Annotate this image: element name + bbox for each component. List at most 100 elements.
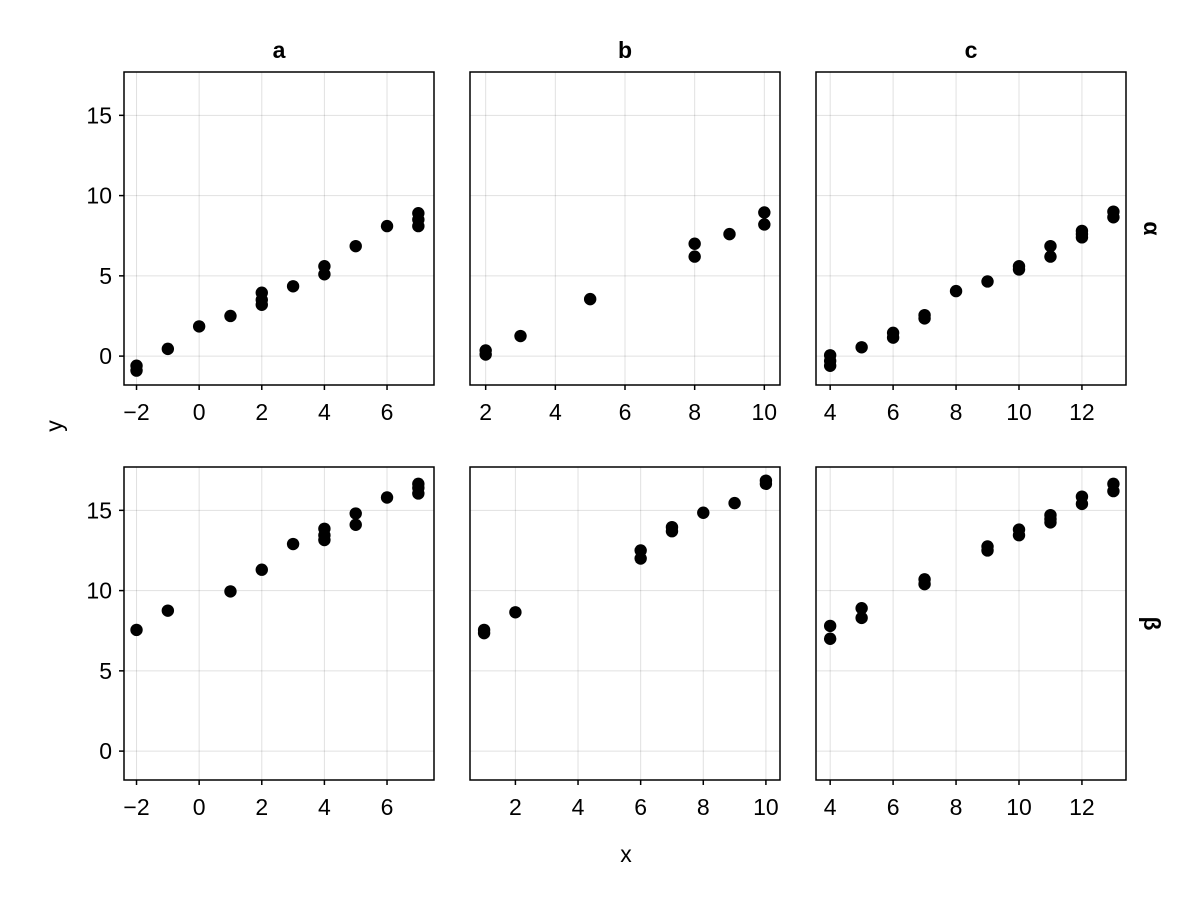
scatter-point [286,280,300,293]
scatter-point [823,619,837,633]
panel-0-1: 2 4 6 8 10 b [469,37,781,425]
x-tick-label: 6 [381,399,394,425]
scatter-point [918,308,931,322]
x-tick-label: 10 [753,794,779,820]
x-tick-label: 6 [381,794,394,820]
scatter-point [981,540,994,553]
x-tick-label: 4 [549,399,562,425]
scatter-point [886,326,900,340]
scatter-point [634,544,647,557]
x-axis-title: x [620,841,632,867]
panel-1-0: −2 0 2 4 6 0 5 10 15 [86,466,435,820]
panel-frame [815,466,1127,781]
y-tick-label: 5 [99,263,112,289]
panel-frame [815,71,1127,386]
x-tick-label: 4 [572,794,585,820]
scatter-point [161,342,175,356]
y-tick-label: 0 [99,343,112,369]
scatter-point [380,491,394,504]
scatter-point [1012,523,1026,536]
scatter-point [758,206,771,219]
x-tick-label: −2 [123,399,149,425]
scatter-point [255,563,268,576]
x-tick-label: 2 [479,399,492,425]
x-tick-label: 6 [619,399,632,425]
y-tick-label: 0 [99,738,112,764]
scatter-point [192,320,206,333]
scatter-point [224,309,237,323]
panel-1-2: 4 6 8 10 12 β [815,466,1165,820]
scatter-point [349,507,362,520]
scatter-point [1107,477,1120,491]
x-tick-label: 12 [1069,399,1095,425]
scatter-point [1012,260,1026,273]
x-tick-label: 8 [688,399,701,425]
y-axis-title: y [41,420,67,432]
x-tick-label: 0 [193,399,206,425]
x-tick-label: 4 [824,794,837,820]
scatter-point [286,537,300,551]
scatter-point [255,286,268,299]
scatter-point [697,506,710,519]
y-tick-label: 5 [99,658,112,684]
x-tick-label: −2 [123,794,149,820]
panel-1-1: 2 4 6 8 10 [469,466,781,820]
column-title-c: c [965,37,978,63]
row-title-0: α [1139,221,1165,235]
x-tick-label: 0 [193,794,206,820]
y-tick-label: 10 [86,578,112,604]
panel-frame [123,466,435,781]
scatter-point [918,573,931,586]
scatter-point [349,518,362,531]
scatter-point [318,522,331,535]
scatter-point [728,496,741,510]
scatter-point [855,341,868,354]
scatter-point [688,250,701,263]
scatter-point [823,632,837,645]
x-tick-label: 6 [887,794,900,820]
x-tick-label: 4 [318,399,331,425]
scatter-point [130,623,143,637]
scatter-point [479,344,492,357]
scatter-point [758,218,771,231]
x-tick-label: 2 [509,794,522,820]
panel-frame [123,71,435,386]
scatter-point [412,477,425,491]
scatter-point [1107,205,1120,218]
scatter-point [130,364,143,377]
column-title-b: b [618,37,632,63]
x-tick-label: 2 [255,794,268,820]
scatter-point [380,219,394,233]
x-tick-label: 8 [950,399,963,425]
x-tick-label: 12 [1069,794,1095,820]
scatter-point [318,260,331,273]
x-tick-label: 6 [887,399,900,425]
scatter-point [161,604,175,617]
scatter-point [981,275,994,288]
x-tick-label: 2 [255,399,268,425]
x-tick-label: 10 [1006,399,1032,425]
scatter-point [665,520,679,534]
scatter-point [1044,250,1057,263]
scatter-point [412,207,425,220]
panel-0-2: 4 6 8 10 12 c α [815,37,1165,425]
row-title-1: β [1139,616,1165,630]
scatter-point [1044,508,1057,522]
scatter-point [509,606,522,619]
scatter-point [224,585,237,598]
scatter-point [688,237,701,250]
scatter-point [349,239,362,253]
scatter-point [823,349,837,362]
scatter-point [1075,490,1089,503]
column-title-a: a [273,37,286,63]
scatter-point [1075,224,1089,238]
y-tick-label: 15 [86,497,112,523]
x-tick-label: 8 [950,794,963,820]
scatter-point [759,474,773,487]
scatter-point [723,227,736,241]
scatter-point [1044,239,1057,253]
x-tick-label: 6 [634,794,647,820]
x-tick-label: 4 [318,794,331,820]
panel-frame [469,466,781,781]
